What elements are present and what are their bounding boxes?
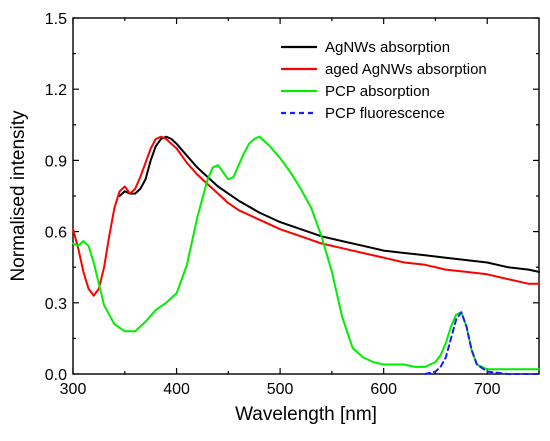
x-tick-label: 600: [370, 381, 397, 398]
series-line-2: [72, 135, 540, 297]
y-tick-label: 0.0: [45, 367, 67, 384]
x-tick-label: 500: [267, 381, 294, 398]
y-tick-label: 1.5: [45, 11, 67, 28]
legend: AgNWs absorption aged AgNWs absorption PCP…: [281, 39, 487, 122]
legend-label-2: aged AgNWs absorption: [325, 61, 487, 78]
y-tick-label: 1.2: [45, 82, 67, 99]
legend-label-4: PCP fluorescence: [325, 105, 445, 122]
y-tick-label: 0.9: [45, 153, 67, 170]
x-tick-label: 300: [60, 381, 87, 398]
series-line-4: [424, 311, 540, 375]
x-axis-title: Wavelength [nm]: [235, 404, 377, 425]
series-line-3: [72, 135, 540, 371]
x-tick-label: 400: [163, 381, 190, 398]
series-line-1: [118, 135, 540, 273]
y-axis-title: Normalised intensity: [8, 110, 29, 282]
y-tick-label: 0.6: [45, 225, 67, 242]
ticks-layer: 300 400 500 600 700 0.0 0.3 0.6 0.9 1.2 1.5: [45, 11, 539, 398]
series-layer: [72, 135, 540, 375]
legend-label-3: PCP absorption: [325, 83, 430, 100]
y-tick-label: 0.3: [45, 296, 67, 313]
x-tick-label: 700: [474, 381, 501, 398]
legend-label-1: AgNWs absorption: [325, 39, 450, 56]
